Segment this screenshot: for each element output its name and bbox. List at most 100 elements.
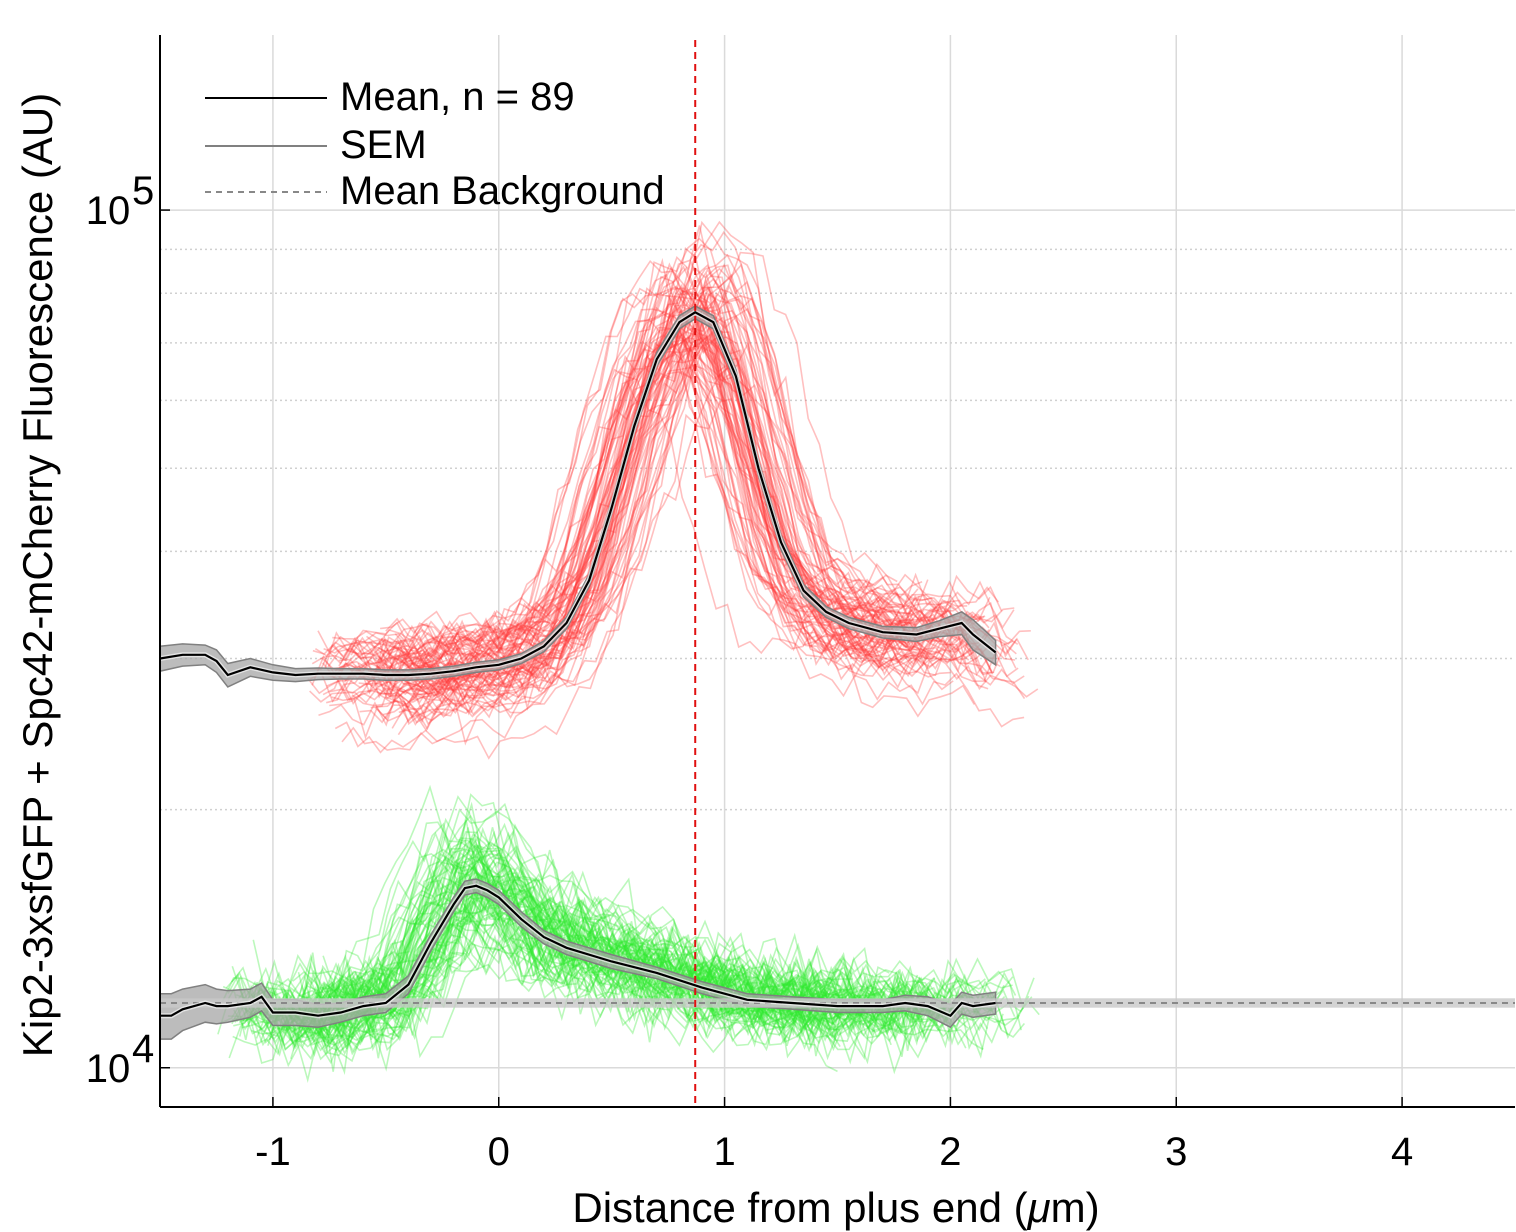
- gfp-trace: [249, 905, 838, 1073]
- x-tick-label: 4: [1391, 1130, 1413, 1174]
- mcherry-trace: [411, 358, 989, 716]
- gfp-trace: [232, 895, 923, 1056]
- gfp-trace: [267, 890, 1026, 1049]
- plot-background: [160, 35, 1515, 1107]
- gfp-trace: [221, 861, 1014, 1032]
- y-tick-label: 10: [86, 189, 131, 233]
- gfp-trace: [298, 827, 988, 1032]
- mcherry-trace: [307, 312, 908, 706]
- gfp-trace: [267, 821, 936, 1023]
- mcherry-trace: [392, 310, 970, 726]
- mcherry-trace: [382, 225, 983, 675]
- gfp-trace: [322, 823, 866, 1018]
- mcherry-trace: [397, 346, 941, 736]
- mcherry-trace: [398, 331, 987, 719]
- x-axis-title: Distance from plus end (μm): [572, 1184, 1099, 1231]
- gfp-trace: [317, 951, 907, 1037]
- mcherry-trace: [323, 332, 968, 668]
- mcherry-trace: [397, 315, 986, 670]
- gfp-trace: [231, 855, 853, 1019]
- legend: Mean, n = 89 SEM Mean Background: [205, 75, 665, 213]
- mcherry-trace: [394, 294, 893, 651]
- gfp-trace: [251, 819, 908, 1051]
- y-axis-title: Kip2-3xsfGFP + Spc42-mCherry Fluorescenc…: [14, 93, 61, 1057]
- gfp-trace: [303, 852, 870, 1032]
- gfp-trace: [219, 850, 921, 1075]
- gfp-trace: [222, 801, 958, 1057]
- x-tick-label: 1: [713, 1130, 735, 1174]
- mcherry-trace: [358, 397, 936, 705]
- axes: [159, 35, 1515, 1108]
- y-tick-exponent: 5: [132, 169, 154, 213]
- x-tick-label: -1: [255, 1130, 291, 1174]
- gfp-trace: [231, 882, 967, 1068]
- gfp-trace: [321, 914, 978, 1036]
- mcherry-trace: [314, 237, 881, 672]
- gfp-trace: [327, 784, 838, 1009]
- gfp-trace: [241, 890, 841, 1061]
- mcherry-trace: [309, 292, 955, 703]
- mcherry-trace: [356, 259, 934, 699]
- mcherry-trace: [416, 307, 994, 726]
- gfp-trace: [227, 863, 839, 1039]
- gfp-trace: [274, 844, 965, 1046]
- mcherry-trace: [322, 284, 990, 679]
- mcherry-trace: [370, 372, 1015, 664]
- gfp-trace: [285, 892, 852, 998]
- gfp-trace: [281, 864, 994, 1032]
- gfp-trace: [301, 837, 879, 1043]
- x-axis-title-mu: μ: [1027, 1184, 1051, 1231]
- x-tick-labels: -1 0 1 2 3 4: [255, 1097, 1413, 1174]
- legend-label-background: Mean Background: [340, 169, 665, 213]
- mcherry-trace: [309, 253, 1000, 675]
- gfp-trace: [287, 853, 842, 1072]
- mcherry-trace: [333, 251, 933, 681]
- mcherry-trace: [332, 336, 921, 647]
- gfp-trace: [308, 859, 954, 1033]
- y-tick-exponent: 4: [132, 1027, 154, 1071]
- mcherry-trace: [389, 343, 955, 670]
- gfp-trace: [284, 852, 874, 1083]
- mcherry-sem-band: [160, 305, 997, 688]
- x-tick-label: 2: [939, 1130, 961, 1174]
- gfp-trace: [290, 941, 902, 1060]
- mcherry-trace: [388, 266, 955, 672]
- mcherry-trace: [329, 293, 1019, 707]
- mcherry-trace: [334, 337, 1025, 754]
- mcherry-trace: [401, 330, 923, 687]
- gfp-trace: [313, 884, 1016, 1059]
- gfp-trace: [265, 795, 911, 1041]
- gfp-trace: [315, 859, 836, 1035]
- mcherry-trace: [402, 338, 1025, 714]
- mcherry-trace: [370, 292, 993, 709]
- mcherry-trace: [357, 267, 879, 695]
- mcherry-trace: [384, 363, 883, 709]
- gfp-trace: [266, 877, 855, 1023]
- mcherry-trace: [391, 294, 1026, 732]
- mcherry-trace: [382, 323, 1039, 724]
- mcherry-mean-line: [160, 311, 997, 677]
- mcherry-trace: [328, 295, 985, 651]
- gfp-mean-line: [160, 884, 996, 1018]
- gfp-trace: [289, 814, 1013, 1012]
- mcherry-trace: [374, 307, 975, 746]
- legend-label-sem: SEM: [340, 123, 427, 167]
- mcherry-trace: [311, 257, 934, 672]
- mcherry-trace: [331, 283, 931, 740]
- mcherry-trace: [322, 306, 889, 696]
- mcherry-trace: [327, 294, 1018, 674]
- gfp-trace: [278, 793, 935, 1034]
- mcherry-trace: [341, 363, 975, 760]
- mcherry-trace: [324, 266, 902, 669]
- mcherry-trace: [412, 295, 990, 691]
- mcherry-trace: [324, 308, 891, 704]
- mcherry-trace: [359, 286, 993, 731]
- background-band: [160, 998, 1515, 1008]
- mcherry-trace: [325, 363, 960, 704]
- mcherry-trace: [377, 311, 955, 655]
- mcherry-trace: [353, 262, 919, 652]
- gfp-trace: [231, 853, 933, 1033]
- mcherry-trace: [317, 220, 940, 669]
- mcherry-trace: [339, 330, 1029, 692]
- y-tick-label: 10: [86, 1047, 131, 1091]
